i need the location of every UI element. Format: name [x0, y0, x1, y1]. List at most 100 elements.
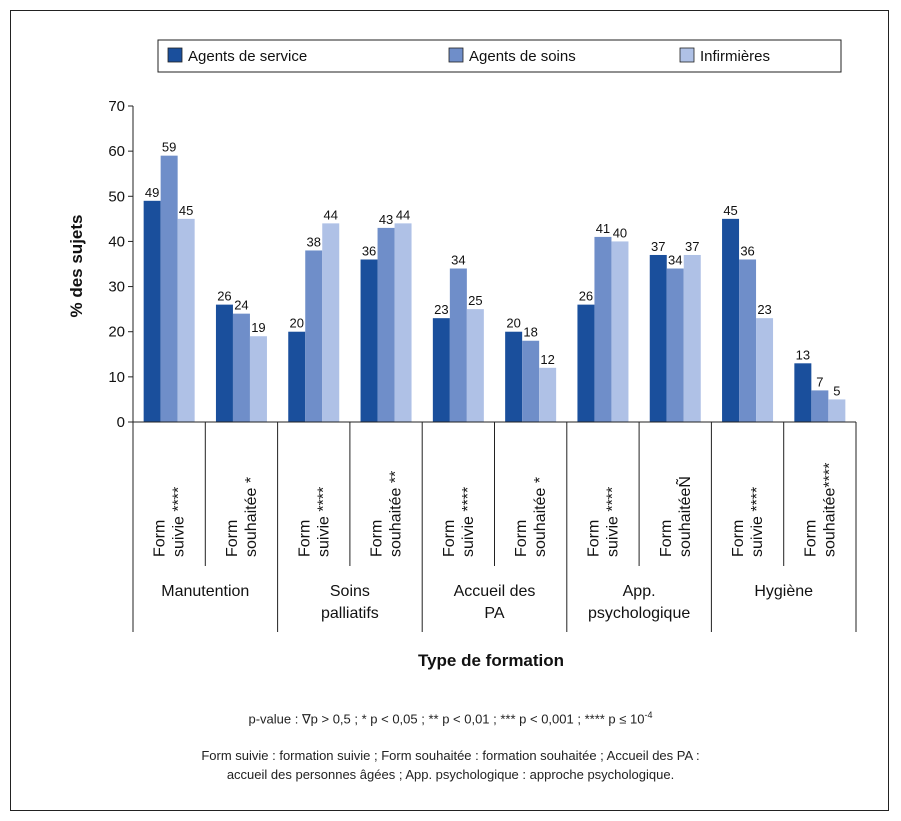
- category-label: Form: [441, 520, 458, 557]
- bar: [288, 331, 306, 422]
- bar: [305, 250, 323, 422]
- data-label: 44: [324, 207, 338, 222]
- abbreviation-note: Form suivie : formation suivie ; Form so…: [60, 746, 841, 784]
- y-tick-label: 60: [108, 143, 125, 160]
- category-label: Form: [585, 520, 602, 557]
- data-label: 41: [596, 221, 610, 236]
- data-label: 40: [613, 225, 627, 240]
- data-label: 23: [434, 302, 448, 317]
- data-label: 37: [685, 239, 699, 254]
- category-label: suivie ****: [749, 487, 766, 557]
- category-label: Form: [802, 520, 819, 557]
- y-tick-label: 20: [108, 324, 125, 341]
- category-label: suivie ****: [315, 487, 332, 557]
- x-axis-title: Type de formation: [418, 651, 564, 670]
- bar: [360, 259, 378, 422]
- category-label: souhaitéeÑ: [674, 476, 694, 557]
- category-label: Form: [369, 520, 386, 557]
- bar: [739, 259, 757, 422]
- data-label: 7: [816, 374, 823, 389]
- data-label: 37: [651, 239, 665, 254]
- x-axis: Form suivie **** Form souhaitée * Form suivie…: [132, 421, 857, 632]
- category-label: Form: [296, 520, 313, 557]
- y-tick-label: 40: [108, 233, 125, 250]
- data-label: 20: [506, 316, 520, 331]
- pvalue-text: p-value : ∇p > 0,5 ; * p < 0,05 ; ** p <…: [248, 711, 645, 727]
- legend-box: [157, 39, 842, 73]
- category-label: souhaitée****: [821, 463, 838, 557]
- data-label: 12: [540, 352, 554, 367]
- category-label: Form: [658, 520, 675, 557]
- data-label: 38: [307, 234, 321, 249]
- data-label: 45: [723, 203, 737, 218]
- group-label: Soins: [330, 583, 370, 600]
- data-label: 26: [217, 289, 231, 304]
- data-label: 19: [251, 320, 265, 335]
- bar: [232, 313, 250, 422]
- y-axis-title: % des sujets: [67, 215, 86, 318]
- bar: [666, 268, 684, 422]
- y-tick-label: 10: [108, 369, 125, 386]
- data-label: 26: [579, 289, 593, 304]
- pvalue-exponent: -4: [644, 710, 653, 720]
- group-label: psychologique: [588, 605, 690, 622]
- category-label: suivie ****: [171, 487, 188, 557]
- data-label: 45: [179, 203, 193, 218]
- data-label: 36: [740, 243, 754, 258]
- legend: Agents de service Agents de soins Infirmiè…: [157, 39, 842, 73]
- y-tick-label: 0: [117, 414, 125, 431]
- abbreviation-line-1: Form suivie : formation suivie ; Form so…: [201, 748, 700, 763]
- bar: [160, 155, 178, 422]
- data-label: 44: [396, 207, 410, 222]
- category-label: souhaitée **: [388, 471, 405, 557]
- legend-swatch: [167, 47, 183, 63]
- abbreviation-line-2: accueil des personnes âgées ; App. psych…: [226, 767, 675, 782]
- data-label: 25: [468, 293, 482, 308]
- group-label: palliatifs: [321, 605, 379, 622]
- legend-swatch: [448, 47, 464, 63]
- category-label: suivie ****: [460, 487, 477, 557]
- bar: [539, 367, 557, 422]
- category-label: souhaitée *: [243, 477, 260, 557]
- data-label: 34: [451, 253, 465, 268]
- category-label: Form: [224, 520, 241, 557]
- bar: [828, 399, 846, 422]
- bar: [377, 227, 395, 422]
- y-tick-label: 50: [108, 188, 125, 205]
- data-label: 43: [379, 212, 393, 227]
- y-tick-label: 30: [108, 279, 125, 296]
- bar: [143, 200, 161, 422]
- bar: [249, 336, 267, 422]
- legend-label: Agents de service: [188, 48, 307, 65]
- bar: [577, 304, 595, 422]
- data-label: 49: [145, 185, 159, 200]
- group-label: App.: [623, 583, 656, 600]
- bar: [522, 340, 540, 422]
- group-label: Hygiène: [754, 583, 813, 600]
- category-label: suivie ****: [604, 487, 621, 557]
- bar: [432, 318, 450, 422]
- bar: [756, 318, 774, 422]
- bar: [449, 268, 467, 422]
- y-tick-label: 70: [108, 98, 125, 115]
- group-label: PA: [484, 605, 504, 622]
- data-label: 24: [234, 298, 248, 313]
- data-label: 20: [290, 316, 304, 331]
- bar: [394, 223, 412, 422]
- bar: [215, 304, 233, 422]
- pvalue-note: p-value : ∇p > 0,5 ; * p < 0,05 ; ** p <…: [60, 706, 841, 728]
- figure-frame: [10, 10, 889, 811]
- data-label: 5: [833, 383, 840, 398]
- legend-swatch: [679, 47, 695, 63]
- bar: [505, 331, 523, 422]
- bar: [611, 241, 629, 422]
- data-label: 34: [668, 253, 682, 268]
- group-label: Accueil des: [454, 583, 536, 600]
- category-label: Form: [152, 520, 169, 557]
- legend-label: Agents de soins: [469, 48, 576, 65]
- bar: [794, 363, 812, 422]
- data-label: 36: [362, 243, 376, 258]
- bar: [649, 254, 667, 422]
